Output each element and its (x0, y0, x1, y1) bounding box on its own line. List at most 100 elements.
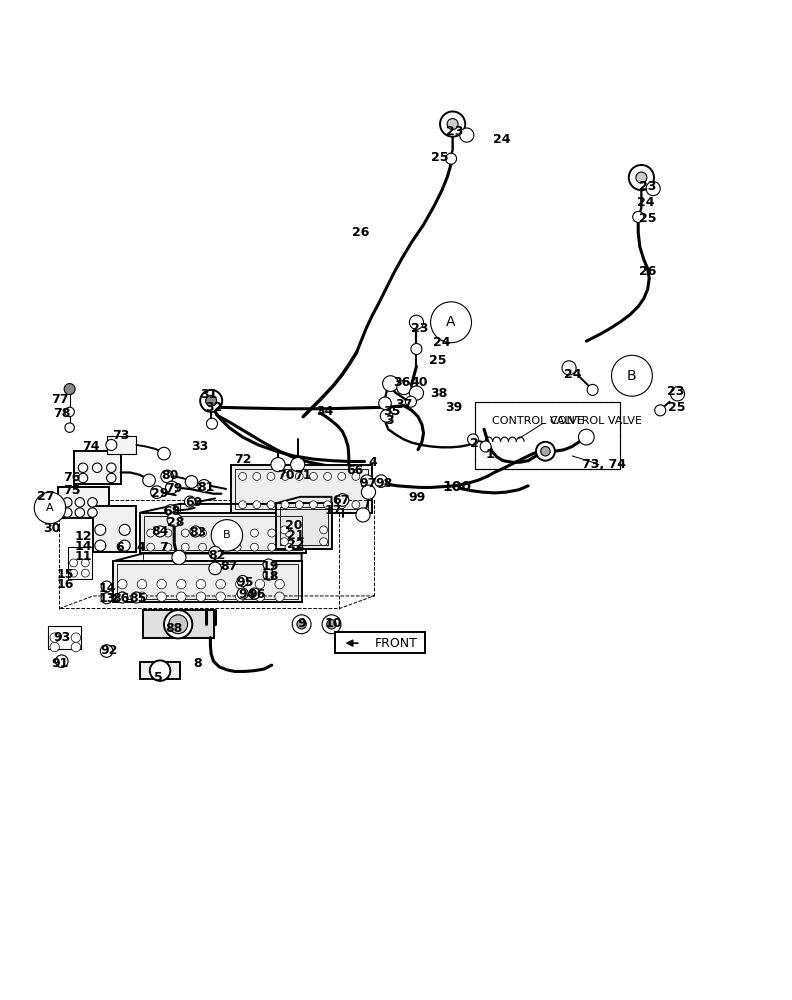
Circle shape (167, 513, 181, 527)
Text: 37: 37 (395, 398, 413, 411)
Text: 25: 25 (429, 354, 447, 367)
Circle shape (216, 579, 226, 589)
Text: 97: 97 (360, 477, 377, 490)
Text: 33: 33 (191, 440, 208, 453)
Text: 66: 66 (346, 464, 364, 477)
Circle shape (337, 494, 348, 506)
Circle shape (75, 498, 85, 507)
Circle shape (324, 472, 332, 480)
Text: 39: 39 (445, 401, 462, 414)
Text: 36: 36 (394, 376, 411, 389)
Circle shape (164, 610, 192, 638)
Circle shape (397, 380, 411, 395)
Circle shape (63, 508, 72, 517)
Text: 35: 35 (383, 405, 401, 418)
Circle shape (78, 473, 88, 483)
Circle shape (446, 153, 456, 164)
Text: 70: 70 (277, 469, 295, 482)
Text: B: B (627, 369, 637, 383)
Text: 14: 14 (74, 540, 92, 553)
Bar (113, 561, 302, 602)
Circle shape (169, 615, 188, 634)
Circle shape (536, 442, 555, 461)
Text: 25: 25 (431, 151, 448, 164)
Circle shape (250, 543, 258, 551)
Circle shape (375, 475, 387, 487)
Circle shape (206, 395, 217, 406)
Text: 23: 23 (639, 180, 657, 193)
Circle shape (237, 588, 248, 599)
Text: 6: 6 (115, 541, 124, 554)
Text: 1: 1 (486, 448, 495, 461)
Text: 94: 94 (238, 588, 255, 601)
Circle shape (107, 473, 116, 483)
Text: 2: 2 (470, 437, 479, 450)
Text: 73, 74: 73, 74 (582, 458, 626, 471)
Circle shape (196, 592, 206, 601)
Text: 16: 16 (57, 578, 74, 591)
Circle shape (285, 529, 293, 537)
Circle shape (447, 119, 458, 130)
Circle shape (267, 501, 275, 509)
Circle shape (361, 485, 375, 499)
Circle shape (70, 559, 78, 567)
Circle shape (467, 434, 478, 445)
Circle shape (380, 410, 393, 422)
Circle shape (292, 615, 311, 634)
Bar (107, 436, 136, 454)
Bar (144, 516, 302, 550)
Circle shape (107, 463, 116, 472)
Circle shape (383, 376, 398, 391)
Text: 79: 79 (165, 482, 182, 495)
Circle shape (320, 538, 328, 546)
Circle shape (280, 538, 288, 546)
Text: 10: 10 (325, 617, 342, 630)
Text: 34: 34 (317, 405, 334, 418)
Circle shape (268, 543, 276, 551)
Circle shape (636, 172, 647, 183)
Circle shape (255, 579, 265, 589)
Circle shape (119, 540, 130, 551)
Text: 25: 25 (668, 401, 686, 414)
Circle shape (116, 592, 128, 603)
Circle shape (150, 660, 170, 681)
Circle shape (216, 592, 226, 601)
Circle shape (352, 501, 360, 509)
Circle shape (459, 128, 474, 142)
Text: CONTROL VALVE: CONTROL VALVE (550, 416, 642, 426)
Text: 9: 9 (297, 617, 306, 630)
Text: 73: 73 (112, 429, 129, 442)
Circle shape (82, 559, 89, 567)
Circle shape (117, 579, 127, 589)
Circle shape (164, 543, 172, 551)
Circle shape (280, 526, 288, 534)
Circle shape (263, 559, 274, 570)
Circle shape (578, 429, 594, 445)
Bar (335, 632, 425, 653)
Circle shape (285, 543, 293, 551)
Circle shape (161, 470, 173, 483)
Circle shape (249, 588, 260, 599)
Text: 67: 67 (333, 493, 349, 506)
Circle shape (338, 472, 345, 480)
Bar (276, 503, 332, 549)
Circle shape (671, 387, 684, 401)
Bar (93, 506, 136, 552)
Circle shape (255, 592, 265, 601)
Bar (230, 465, 372, 513)
Circle shape (166, 481, 178, 494)
Circle shape (157, 579, 166, 589)
Circle shape (196, 579, 206, 589)
Text: 31: 31 (200, 388, 218, 401)
Circle shape (233, 529, 241, 537)
Circle shape (158, 447, 170, 460)
Text: 69: 69 (185, 496, 203, 509)
Text: 84: 84 (151, 525, 169, 538)
Text: 81: 81 (197, 481, 215, 494)
Circle shape (71, 633, 81, 642)
Circle shape (310, 472, 318, 480)
Circle shape (480, 441, 491, 452)
Text: 96: 96 (248, 588, 265, 601)
Circle shape (50, 633, 59, 642)
Circle shape (633, 211, 644, 222)
